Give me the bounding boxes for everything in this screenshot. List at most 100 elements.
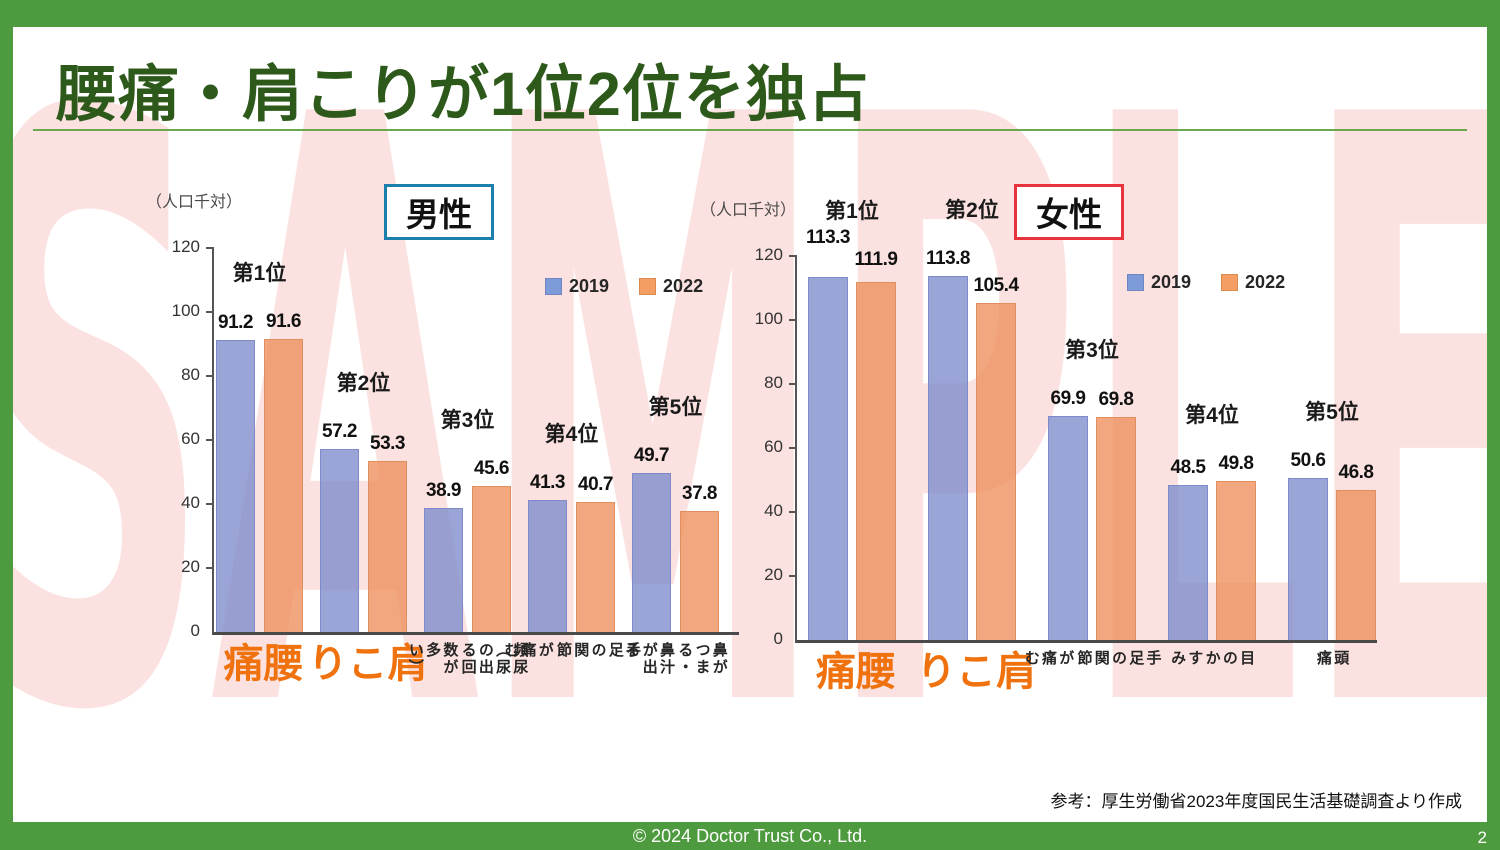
category-label-line: 手足の関節 <box>1075 650 1162 667</box>
legend-item-2022: 2022 <box>639 276 703 297</box>
legend-female: 2019 2022 <box>1127 272 1285 293</box>
rank-label: 第5位 <box>648 396 703 419</box>
legend-item-2022: 2022 <box>1221 272 1285 293</box>
category-label: 腰痛 <box>217 642 302 690</box>
frame-left <box>0 0 13 850</box>
category-label-line: 手足の関節 <box>555 642 641 659</box>
bar-2019 <box>216 340 255 632</box>
value-label: 69.9 <box>1050 388 1086 410</box>
y-tick-mark <box>206 311 214 313</box>
legend-label-2022: 2022 <box>1245 272 1286 292</box>
category-label-line: 数が多い） <box>406 642 459 676</box>
bar-chart-female: 0 20 40 60 80 100 120 113.3 111.9 第1位 腰痛 113.8 105.4… <box>755 199 1377 698</box>
value-label: 38.9 <box>426 479 461 501</box>
frame-right <box>1487 0 1500 850</box>
bar-2022 <box>1216 480 1256 640</box>
y-tick-mark <box>789 319 797 321</box>
bar-2022 <box>1336 490 1376 640</box>
y-tick-label: 20 <box>764 565 783 584</box>
bar-2019 <box>1168 484 1208 640</box>
source-note: 参考：厚生労働省2023年度国民生活基礎調査より作成 <box>1042 785 1470 814</box>
female-chart-label: 女性 <box>1014 184 1124 240</box>
y-tick-mark <box>789 575 797 577</box>
legend-item-2019: 2019 <box>545 276 609 297</box>
legend-item-2019: 2019 <box>1127 272 1191 293</box>
title-underline <box>33 129 1467 131</box>
value-label: 46.8 <box>1338 462 1374 484</box>
y-tick-label: 80 <box>181 365 200 384</box>
male-chart-label: 男性 <box>384 184 494 240</box>
bar-2022 <box>576 501 615 632</box>
y-tick-label: 0 <box>190 621 200 640</box>
y-tick-label: 100 <box>754 309 783 328</box>
bar-2019 <box>528 499 567 632</box>
y-tick-mark <box>206 567 214 569</box>
category-label-line: が痛む <box>1022 650 1075 667</box>
bar-2022 <box>368 461 407 632</box>
category-label-line: 腰痛 <box>217 642 302 690</box>
value-label: 57.2 <box>322 421 357 442</box>
y-tick-mark <box>206 247 214 249</box>
y-tick-label: 0 <box>773 629 783 648</box>
bar-2019 <box>1288 478 1328 640</box>
bar-2022 <box>1096 416 1136 640</box>
copyright-text: © 2024 Doctor Trust Co., Ltd. <box>632 825 868 846</box>
category-label: 頭痛 <box>1314 650 1351 667</box>
bar-chart-male: 0 20 40 60 80 100 120 91.2 91.6 第1位 腰痛 57.2 53.3 第2位肩… <box>172 237 739 690</box>
legend-swatch-2022 <box>1221 274 1239 291</box>
value-label: 111.9 <box>854 249 898 271</box>
y-tick-mark <box>789 511 797 513</box>
category-label: 手足の関節 が痛む <box>501 642 642 659</box>
legend-swatch-2019 <box>1127 274 1144 291</box>
y-tick-label: 100 <box>171 301 200 320</box>
category-label: 手足の関節 が痛む <box>1022 650 1163 667</box>
rank-label: 第5位 <box>1305 401 1359 425</box>
category-label-line: 鼻がつまる・ <box>676 642 728 676</box>
rank-label: 第3位 <box>440 409 495 433</box>
category-label: 肩こり <box>910 650 1034 698</box>
y-tick-label: 60 <box>764 437 783 456</box>
y-axis-unit-male: （人口千対） <box>146 194 243 211</box>
y-tick-label: 80 <box>764 373 783 392</box>
bar-2019 <box>1048 416 1088 640</box>
bar-2019 <box>320 449 359 632</box>
value-label: 48.5 <box>1170 456 1206 478</box>
value-label: 91.6 <box>266 310 301 332</box>
bar-2019 <box>808 277 848 640</box>
y-tick-label: 40 <box>764 501 783 520</box>
value-label: 50.6 <box>1290 450 1326 472</box>
bar-2022 <box>680 511 719 632</box>
y-tick-label: 40 <box>181 493 200 512</box>
rank-label: 第4位 <box>544 422 599 446</box>
value-label: 69.8 <box>1098 388 1134 410</box>
value-label: 53.3 <box>370 433 405 455</box>
legend-male: 2019 2022 <box>545 276 703 297</box>
value-label: 37.8 <box>682 483 717 504</box>
y-tick-mark <box>206 439 214 441</box>
bar-2019 <box>424 507 463 632</box>
y-tick-mark <box>206 375 214 377</box>
category-label-line: 頭痛 <box>1315 650 1350 667</box>
y-tick-label: 120 <box>754 245 783 264</box>
rank-label: 第2位 <box>945 198 999 222</box>
y-tick-mark <box>789 447 797 449</box>
page-title: 腰痛・肩こりが1位2位を独占 <box>56 60 870 128</box>
y-tick-label: 120 <box>171 237 200 256</box>
bar-2019 <box>928 275 968 640</box>
legend-label-2022: 2022 <box>663 276 704 296</box>
category-label: 肩こり <box>302 642 426 690</box>
category-label: 腰痛 <box>810 650 894 698</box>
y-tick-mark <box>789 383 797 385</box>
footer-bar: © 2024 Doctor Trust Co., Ltd. <box>0 822 1500 850</box>
bar-2022 <box>264 338 303 632</box>
legend-swatch-2022 <box>639 278 657 295</box>
category-label: 目のかすみ <box>1168 650 1256 667</box>
category-label: 頻尿（尿の出る回 数が多い） <box>406 642 530 676</box>
legend-swatch-2019 <box>545 278 562 295</box>
bar-2022 <box>976 302 1016 640</box>
category-label-line: 頻尿（尿の出る回 <box>459 642 529 676</box>
category-label-line: 鼻汁が出る <box>623 642 676 676</box>
rank-label: 第2位 <box>336 372 391 395</box>
value-label: 40.7 <box>578 473 613 495</box>
value-label: 91.2 <box>218 312 253 334</box>
